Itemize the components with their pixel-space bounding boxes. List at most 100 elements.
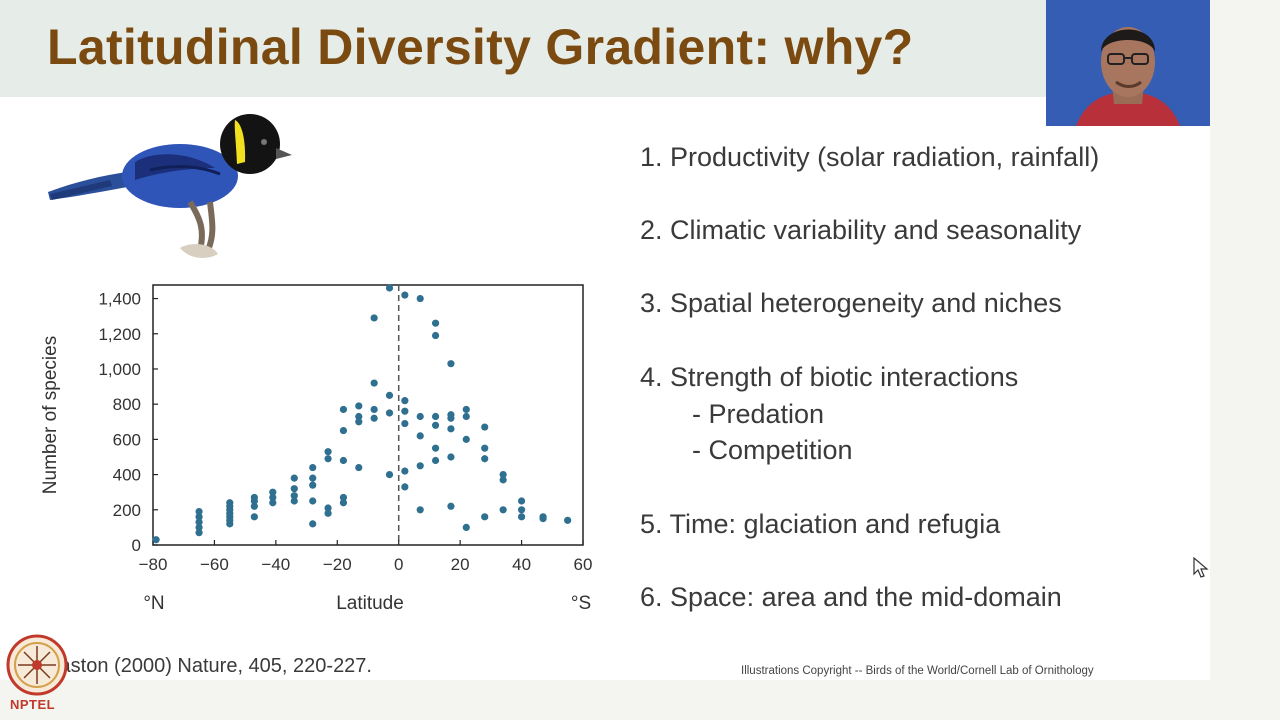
data-point [324, 504, 332, 512]
data-point [447, 425, 455, 433]
data-point [355, 463, 363, 472]
presenter-webcam [1046, 0, 1210, 126]
data-point [401, 407, 409, 415]
data-point [431, 444, 440, 452]
data-point [416, 412, 424, 421]
x-tick-label: −20 [323, 555, 352, 574]
data-point [355, 418, 363, 426]
north-label: °N [143, 593, 164, 614]
list-item: 1. Productivity (solar radiation, rainfa… [640, 142, 1100, 172]
data-point [447, 360, 455, 368]
data-point [250, 502, 258, 510]
data-point [481, 455, 489, 463]
x-tick-label: 60 [574, 555, 593, 574]
data-point [195, 507, 203, 516]
data-point [195, 529, 203, 537]
data-point [269, 493, 277, 502]
list-item: 5. Time: glaciation and refugia [640, 509, 1001, 539]
data-point [431, 421, 440, 429]
data-point [152, 536, 160, 544]
list-subitem: - Competition [692, 435, 853, 465]
data-point [385, 391, 394, 399]
data-point [401, 291, 409, 299]
data-point [499, 506, 507, 514]
tanager-bird-illustration [40, 110, 300, 270]
data-point [250, 513, 258, 521]
copyright-note: Illustrations Copyright -- Birds of the … [741, 665, 1094, 677]
data-point [517, 513, 526, 521]
data-point [401, 467, 409, 475]
data-point [309, 497, 317, 505]
data-point [370, 314, 378, 322]
south-label: °S [571, 593, 591, 614]
data-point [195, 513, 203, 521]
y-tick-label: 200 [113, 501, 141, 520]
data-point [431, 412, 440, 421]
data-point [309, 463, 317, 472]
x-axis-label: Latitude [336, 593, 404, 614]
data-point [290, 474, 298, 482]
y-tick-label: 400 [113, 466, 141, 485]
data-point [416, 432, 424, 440]
data-point [309, 481, 317, 489]
data-point [370, 414, 378, 422]
data-point [462, 412, 470, 421]
data-point [416, 462, 424, 470]
data-point [431, 456, 440, 465]
data-point [339, 405, 348, 414]
list-item: 6. Space: area and the mid-domain [640, 582, 1062, 612]
data-point [339, 426, 348, 435]
title-bar: Latitudinal Diversity Gradient: why? [0, 0, 1210, 97]
data-point [324, 455, 332, 463]
slide: Latitudinal Diversity Gradient: why? [0, 0, 1210, 680]
x-tick-label: 40 [512, 555, 531, 574]
data-point [339, 493, 348, 502]
data-point [431, 331, 440, 340]
data-point [481, 513, 489, 521]
data-point [447, 414, 455, 422]
data-point [309, 520, 317, 528]
data-point [269, 488, 277, 496]
data-point [290, 497, 298, 505]
data-point [355, 402, 363, 410]
list-subitem: - Predation [692, 399, 825, 429]
y-tick-label: 800 [113, 395, 141, 414]
data-point [339, 456, 348, 465]
data-point [462, 435, 470, 443]
data-point [481, 444, 489, 452]
x-tick-label: −40 [261, 555, 290, 574]
data-point [324, 448, 332, 456]
data-point [416, 506, 424, 514]
x-tick-label: 0 [394, 555, 403, 574]
data-point [309, 474, 317, 482]
data-point [517, 506, 526, 514]
data-point [481, 423, 489, 431]
data-point [401, 419, 409, 428]
x-tick-label: −60 [200, 555, 229, 574]
data-point [324, 509, 332, 517]
data-point [339, 499, 348, 507]
x-tick-label: 20 [451, 555, 470, 574]
data-point [447, 502, 455, 510]
data-point [499, 476, 507, 484]
y-tick-label: 0 [132, 536, 141, 555]
data-point [385, 470, 394, 479]
data-point [564, 516, 572, 524]
data-point [462, 405, 470, 414]
data-point [290, 492, 298, 500]
y-tick-label: 1,000 [98, 360, 141, 379]
list-item: 3. Spatial heterogeneity and niches [640, 288, 1062, 318]
nptel-logo [6, 634, 68, 701]
data-point [250, 497, 258, 505]
data-point [195, 518, 203, 526]
data-point [447, 453, 455, 461]
list-item: 2. Climatic variability and seasonality [640, 215, 1082, 245]
citation: Gaston (2000) Nature, 405, 220-227. [44, 655, 372, 677]
data-point [416, 294, 424, 303]
data-point [385, 284, 394, 292]
data-point [431, 319, 440, 327]
data-point [370, 379, 378, 387]
data-point [195, 523, 203, 531]
data-point [290, 485, 298, 493]
